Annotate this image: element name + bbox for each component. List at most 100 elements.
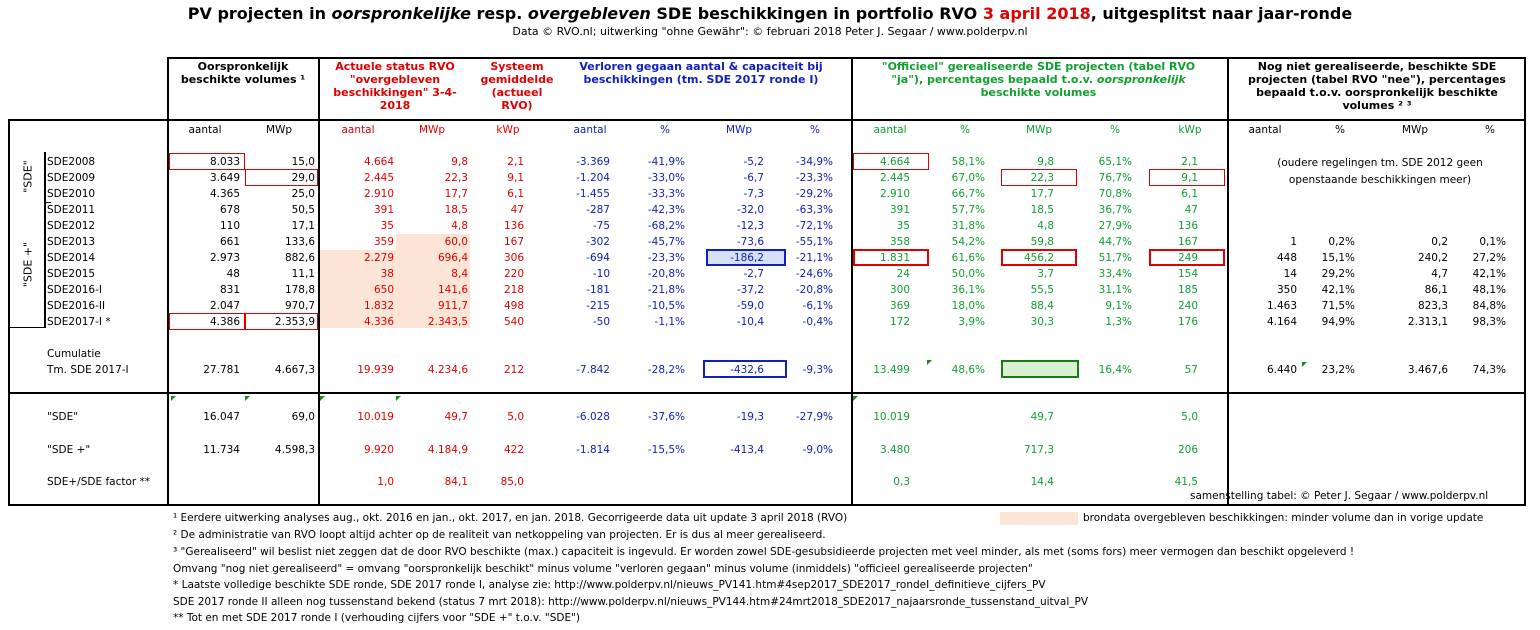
table-cell: 2.910 xyxy=(879,188,910,200)
footnote: ¹ Eerdere uitwerking analyses aug., okt.… xyxy=(173,512,848,524)
grid-line xyxy=(1227,57,1229,505)
table-cell: 42,1% xyxy=(1472,268,1506,280)
table-cell: 60,0 xyxy=(444,236,468,248)
table-cell: 88,4 xyxy=(1030,300,1054,312)
table-cell: 48 xyxy=(226,268,240,280)
table-cell: -302 xyxy=(586,236,610,248)
table-cell: 22,3 xyxy=(444,172,468,184)
table-row: SDE2011 678 50,5 391 18,5 47 -287 -42,3% -32,0 -6… xyxy=(0,202,1540,218)
grid-line xyxy=(44,152,46,328)
subtitle: Data © RVO.nl; uitwerking "ohne Gewähr":… xyxy=(512,25,1028,38)
table-cell: 14 xyxy=(1283,268,1297,280)
table-row: Tm. SDE 2017-I 27.781 4.667,3 19.939 4.234,6… xyxy=(0,362,1540,378)
table-cell: -33,3% xyxy=(647,188,685,200)
table-cell: 55,5 xyxy=(1030,284,1054,296)
table-cell: -186,2 xyxy=(730,252,764,264)
table-row: SDE2015 48 11,1 38 8,4 220 -10 -20,8% -2,7 -24,6%… xyxy=(0,266,1540,282)
table-cell: 13.499 xyxy=(873,364,910,376)
table-cell: -287 xyxy=(586,204,610,216)
highlight-box xyxy=(169,153,245,170)
table-cell: 9,8 xyxy=(1037,156,1054,168)
grid-line xyxy=(167,57,169,505)
table-cell: 17,7 xyxy=(444,188,468,200)
header-officieel-text: oorspronkelijk xyxy=(1096,73,1186,86)
highlight-box xyxy=(853,249,929,266)
table-cell: 61,6% xyxy=(951,252,985,264)
table-cell: 51,7% xyxy=(1098,252,1132,264)
table-cell: 185 xyxy=(1177,284,1198,296)
table-cell: 10.019 xyxy=(357,411,394,423)
grid-line xyxy=(8,119,1526,121)
footnote: SDE 2017 ronde II alleen nog tussenstand… xyxy=(173,596,1089,608)
table-cell: 8.033 xyxy=(209,156,240,168)
table-cell: -75 xyxy=(592,220,610,232)
unit-label: kWp xyxy=(1178,124,1202,136)
unit-label: aantal xyxy=(573,124,607,136)
table-cell: 136 xyxy=(503,220,524,232)
table-cell: 57,7% xyxy=(951,204,985,216)
table-cell: 18,0% xyxy=(951,300,985,312)
table-cell: 133,6 xyxy=(284,236,315,248)
table-cell: 48,1% xyxy=(1472,284,1506,296)
table-cell: 212 xyxy=(503,364,524,376)
table-cell: 9.920 xyxy=(363,444,394,456)
highlight-box xyxy=(1001,249,1077,266)
table-cell: 141,6 xyxy=(437,284,468,296)
table-cell: 1,0 xyxy=(377,476,394,488)
table-cell: -20,8% xyxy=(795,284,833,296)
table-row: SDE2016-II 2.047 970,7 1.832 911,7 498 -215 -10… xyxy=(0,298,1540,314)
table-cell: -42,3% xyxy=(647,204,685,216)
highlight-cell xyxy=(320,282,470,298)
table-row: SDE2010 4.365 25,0 2.910 17,7 6,1 -1.455 -33,3%… xyxy=(0,186,1540,202)
table-cell: -10 xyxy=(592,268,610,280)
table-cell: 15,1% xyxy=(1321,252,1355,264)
table-cell: 50,0% xyxy=(951,268,985,280)
table-cell: 4.365 xyxy=(209,188,240,200)
table-cell: -6.028 xyxy=(576,411,610,423)
table-cell: 70,8% xyxy=(1098,188,1132,200)
highlight-cell xyxy=(320,298,470,314)
table-cell: 306 xyxy=(503,252,524,264)
unit-label: aantal xyxy=(1248,124,1282,136)
table-cell: -12,3 xyxy=(736,220,764,232)
table-cell: 16.047 xyxy=(203,411,240,423)
table-cell: 3,9% xyxy=(958,316,985,328)
table-cell: 240 xyxy=(1177,300,1198,312)
table-cell: 29,2% xyxy=(1321,268,1355,280)
table-cell: 16,4% xyxy=(1098,364,1132,376)
grid-line xyxy=(8,392,1526,394)
table-cell: 3.467,6 xyxy=(1407,364,1448,376)
table-cell: -19,3 xyxy=(736,411,764,423)
header-officieel-text: beschikte volumes xyxy=(980,86,1097,99)
table-cell: 27,9% xyxy=(1098,220,1132,232)
table-cell: -9,0% xyxy=(802,444,833,456)
grid-line xyxy=(8,327,46,328)
unit-label: aantal xyxy=(188,124,222,136)
table-cell: 49,7 xyxy=(1030,411,1054,423)
table-cell: 240,2 xyxy=(1417,252,1448,264)
table-row: SDE2012 110 17,1 35 4,8 136 -75 -68,2% -12,3 -72,… xyxy=(0,218,1540,234)
table-cell: -215 xyxy=(586,300,610,312)
table-cell: -63,3% xyxy=(795,204,833,216)
table-cell: 27.781 xyxy=(203,364,240,376)
table-cell: 29,0 xyxy=(291,172,315,184)
table-cell: 369 xyxy=(889,300,910,312)
row-label: SDE2016-II xyxy=(47,300,106,312)
unit-label: MWp xyxy=(725,124,753,136)
footnote: ** Tot en met SDE 2017 ronde I (verhoudi… xyxy=(173,612,581,624)
table-cell: 23,2% xyxy=(1321,364,1355,376)
table-cell: 696,4 xyxy=(437,252,468,264)
highlight-box xyxy=(245,313,318,330)
table-cell: 359 xyxy=(373,236,394,248)
table-cell: 206 xyxy=(1177,444,1198,456)
comment-marker-icon xyxy=(396,396,401,401)
unit-label: MWp xyxy=(1401,124,1429,136)
table-cell: -10,4 xyxy=(736,316,764,328)
table-cell: 2,1 xyxy=(1181,156,1198,168)
row-label: SDE2017-I * xyxy=(47,316,111,328)
table-cell: 44,7% xyxy=(1098,236,1132,248)
table-cell: 3.649 xyxy=(209,172,240,184)
table-cell: 24 xyxy=(896,268,910,280)
table-cell: 11.734 xyxy=(203,444,240,456)
table-cell: 650 xyxy=(373,284,394,296)
